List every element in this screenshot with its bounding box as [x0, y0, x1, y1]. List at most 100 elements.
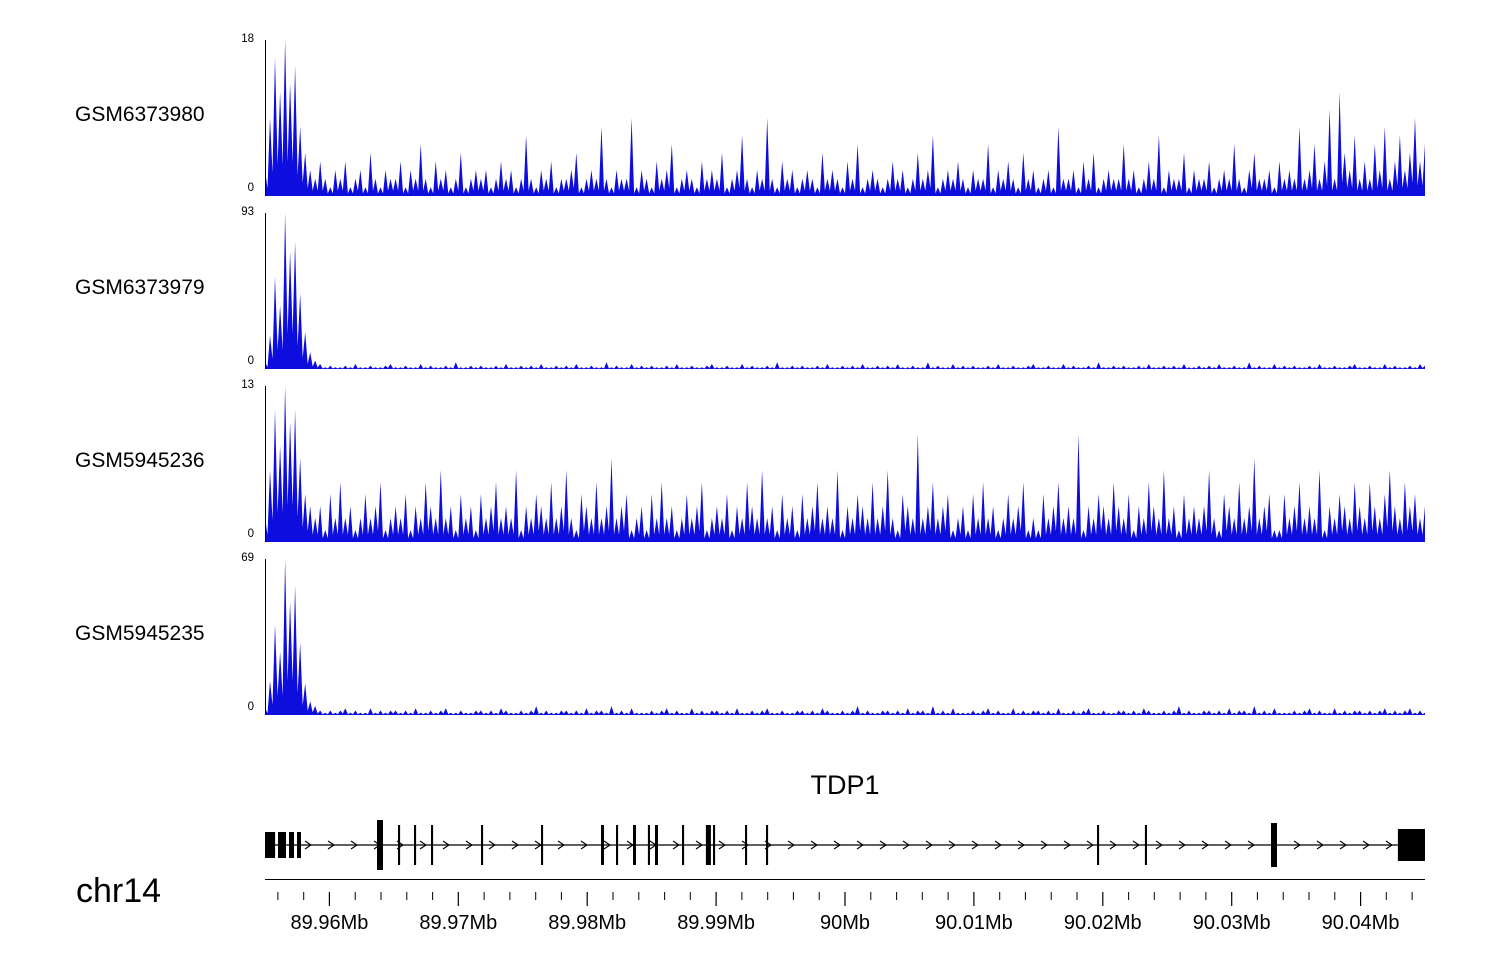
coverage-plot	[265, 386, 1425, 542]
exon	[541, 825, 544, 865]
axis-tick-label: 89.97Mb	[419, 912, 498, 934]
axis-tick-label: 89.98Mb	[548, 912, 627, 934]
strand-arrow-icon	[1339, 840, 1347, 850]
y-axis-zero-label: 0	[247, 182, 254, 194]
y-axis-max-label: 93	[241, 206, 254, 218]
axis-tick-label: 90.03Mb	[1192, 912, 1271, 934]
strand-arrow-icon	[327, 840, 335, 850]
strand-arrow-icon	[718, 840, 726, 850]
coverage-signal	[265, 559, 1425, 715]
strand-arrow-icon	[1293, 840, 1301, 850]
exon	[377, 820, 383, 870]
axis-tick-label: 90.04Mb	[1321, 912, 1400, 934]
strand-arrow-icon	[488, 840, 496, 850]
axis-tick-label: 90Mb	[819, 912, 871, 934]
y-axis-max-label: 13	[241, 379, 254, 391]
track-label: GSM6373979	[75, 276, 205, 299]
exon	[655, 825, 658, 865]
exon	[682, 825, 685, 865]
strand-arrow-icon	[603, 840, 611, 850]
strand-arrow-icon	[465, 840, 473, 850]
strand-arrow-icon	[557, 840, 565, 850]
strand-arrow-icon	[1224, 840, 1232, 850]
coverage-signal	[265, 40, 1425, 196]
exon	[1144, 825, 1147, 865]
chromosome-label: chr14	[76, 872, 162, 910]
exon	[713, 825, 716, 865]
strand-arrow-icon	[1247, 840, 1255, 850]
exon	[766, 825, 769, 865]
exon	[398, 825, 401, 865]
gene-name: TDP1	[810, 770, 880, 800]
coverage-track: GSM5945236 13 0	[0, 379, 1500, 542]
strand-arrow-icon	[994, 840, 1002, 850]
strand-arrow-icon	[902, 840, 910, 850]
strand-arrow-icon	[1086, 840, 1094, 850]
coverage-track: GSM6373979 93 0	[0, 206, 1500, 369]
strand-arrow-icon	[350, 840, 358, 850]
coverage-plot	[265, 213, 1425, 369]
axis-tick-label: 90.02Mb	[1063, 912, 1142, 934]
coverage-track: GSM5945235 69 0	[0, 552, 1500, 715]
y-axis-max-label: 18	[241, 33, 254, 45]
strand-arrow-icon	[1201, 840, 1209, 850]
track-label: GSM5945235	[75, 622, 205, 645]
exon	[1397, 829, 1425, 861]
strand-arrow-icon	[511, 840, 519, 850]
strand-arrow-icon	[1362, 840, 1370, 850]
exon	[414, 825, 417, 865]
strand-arrow-icon	[442, 840, 450, 850]
strand-arrow-icon	[948, 840, 956, 850]
strand-arrow-icon	[580, 840, 588, 850]
exon	[647, 825, 650, 865]
y-axis-zero-label: 0	[247, 701, 254, 713]
strand-arrow-icon	[1063, 840, 1071, 850]
exon	[278, 832, 286, 858]
coverage-signal	[265, 213, 1425, 369]
track-label: GSM6373980	[75, 103, 205, 126]
exon	[616, 825, 619, 865]
strand-arrow-icon	[810, 840, 818, 850]
axis-tick-label: 89.96Mb	[290, 912, 369, 934]
exon	[601, 825, 604, 865]
exon	[1097, 825, 1100, 865]
strand-arrow-icon	[925, 840, 933, 850]
strand-arrow-icon	[419, 840, 427, 850]
strand-arrow-icon	[1316, 840, 1324, 850]
genome-axis	[277, 892, 1413, 906]
axis-tick-label: 90.01Mb	[934, 912, 1013, 934]
strand-arrow-icon	[1155, 840, 1163, 850]
strand-arrow-icon	[787, 840, 795, 850]
strand-arrow-icon	[1017, 840, 1025, 850]
exon	[633, 825, 636, 865]
exon	[1271, 823, 1277, 867]
axis-tick-label: 89.99Mb	[677, 912, 756, 934]
strand-arrow-icon	[1109, 840, 1117, 850]
exon	[745, 825, 748, 865]
exon	[289, 832, 294, 858]
track-label: GSM5945236	[75, 449, 205, 472]
strand-arrow-icon	[971, 840, 979, 850]
strand-arrow-icon	[1040, 840, 1048, 850]
panel-separator-line	[265, 879, 1425, 880]
y-axis-zero-label: 0	[247, 355, 254, 367]
coverage-plot	[265, 40, 1425, 196]
strand-arrow-icon	[304, 840, 312, 850]
y-axis-zero-label: 0	[247, 528, 254, 540]
y-axis-max-label: 69	[241, 552, 254, 564]
exon	[431, 825, 434, 865]
exon	[265, 832, 276, 858]
coverage-track: GSM6373980 18 0	[0, 33, 1500, 196]
strand-arrow-icon	[1178, 840, 1186, 850]
strand-arrow-icon	[695, 840, 703, 850]
exon	[705, 825, 711, 865]
strand-arrow-icon	[833, 840, 841, 850]
strand-arrow-icon	[856, 840, 864, 850]
exon	[481, 825, 484, 865]
strand-arrow-icon	[1132, 840, 1140, 850]
strand-arrow-icon	[672, 840, 680, 850]
coverage-signal	[265, 386, 1425, 542]
strand-arrow-icon	[1385, 840, 1393, 850]
strand-arrow-icon	[741, 840, 749, 850]
